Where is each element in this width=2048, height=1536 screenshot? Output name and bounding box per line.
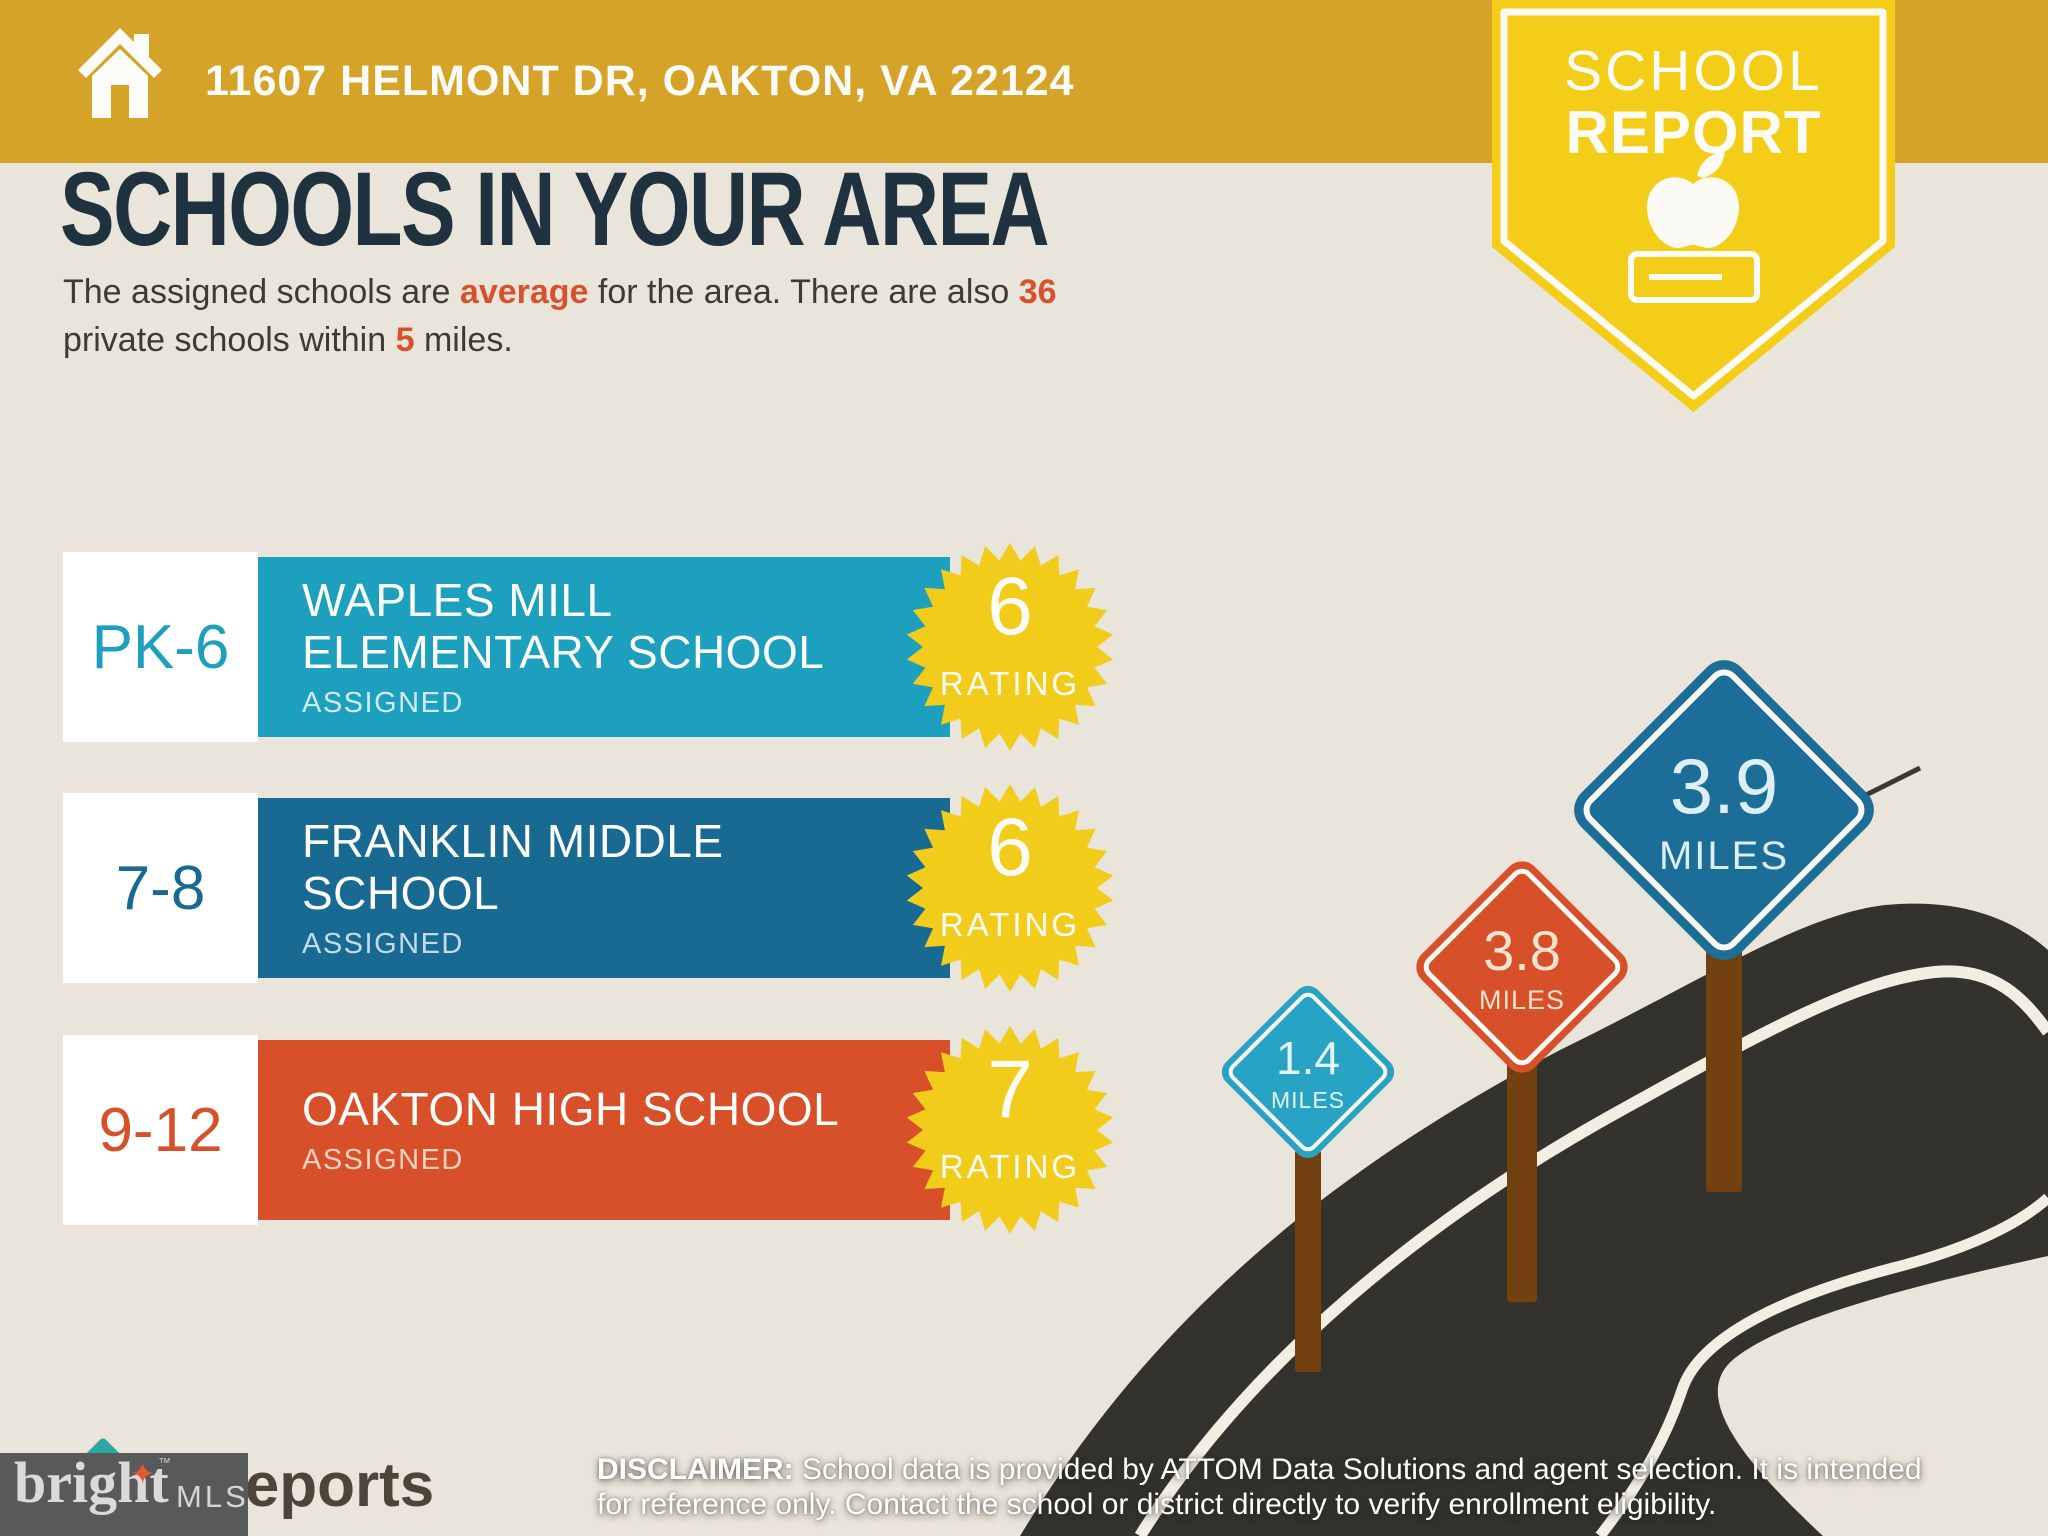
road-edge-line-right xyxy=(1595,1193,2048,1536)
bright-mls-logo: bright ✦ ™ MLS xyxy=(0,1450,249,1536)
ribbon-line1: SCHOOL xyxy=(1564,39,1823,103)
school-name-line1: FRANKLIN MIDDLE xyxy=(302,815,724,867)
school-report-ribbon: SCHOOL REPORT xyxy=(1492,0,1895,420)
intro-highlight-average: average xyxy=(459,273,589,311)
intro-line1: The assigned schools are average for the… xyxy=(63,273,1057,311)
house-icon xyxy=(78,28,162,118)
intro-text: The assigned schools are average for the… xyxy=(63,268,1057,364)
rating-value: 6 xyxy=(987,802,1033,893)
sign-post xyxy=(1706,950,1742,1192)
apple-on-book-icon xyxy=(1628,150,1760,303)
distance-value: 3.8 xyxy=(1483,919,1561,982)
rating-badge: 6 RATING xyxy=(895,532,1125,762)
school-name-bar: OAKTON HIGH SCHOOL ASSIGNED xyxy=(258,1040,950,1220)
rating-badge: 7 RATING xyxy=(895,1015,1125,1245)
rating-label: RATING xyxy=(939,1148,1081,1185)
assignment-status: ASSIGNED xyxy=(302,1144,464,1176)
school-name-line1: OAKTON HIGH SCHOOL xyxy=(302,1083,840,1135)
rating-label: RATING xyxy=(939,665,1081,702)
intro-radius-miles: 5 xyxy=(395,321,415,359)
grade-range-label: 7-8 xyxy=(63,793,258,983)
sign-post xyxy=(1295,1150,1321,1372)
distance-sign-label: 3.9 MILES xyxy=(1604,722,1844,898)
distance-sign-label: 3.8 MILES xyxy=(1432,902,1612,1032)
assignment-status: ASSIGNED xyxy=(302,928,464,960)
rating-label: RATING xyxy=(939,906,1081,943)
grade-range-label: 9-12 xyxy=(63,1035,258,1225)
school-name-line2: ELEMENTARY SCHOOL xyxy=(302,626,825,678)
distance-value: 3.9 xyxy=(1669,742,1779,830)
distance-value: 1.4 xyxy=(1276,1031,1340,1084)
distance-unit: MILES xyxy=(1658,834,1790,878)
school-name-line2: SCHOOL xyxy=(302,867,500,919)
intro-private-school-count: 36 xyxy=(1018,273,1057,311)
distance-unit: MILES xyxy=(1270,1086,1346,1113)
ribbon-line2: REPORT xyxy=(1565,99,1822,166)
disclaimer-text: DISCLAIMER: School data is provided by A… xyxy=(597,1452,1977,1522)
rating-value: 6 xyxy=(987,561,1033,652)
rating-value: 7 xyxy=(987,1044,1033,1135)
disclaimer-line1: DISCLAIMER: School data is provided by A… xyxy=(597,1453,1922,1486)
bright-wordmark: bright xyxy=(14,1450,169,1515)
distance-sign-label: 1.4 MILES xyxy=(1228,1012,1388,1132)
intro-line2: private schools within 5 miles. xyxy=(63,321,513,359)
school-name-bar: FRANKLIN MIDDLE SCHOOL ASSIGNED xyxy=(258,798,950,978)
page-title: SCHOOLS IN YOUR AREA xyxy=(60,151,1050,268)
rating-badge: 6 RATING xyxy=(895,773,1125,1003)
property-address: 11607 HELMONT DR, OAKTON, VA 22124 xyxy=(205,57,1075,105)
grade-range-label: PK-6 xyxy=(63,552,258,742)
mls-label: MLS xyxy=(176,1479,249,1514)
assignment-status: ASSIGNED xyxy=(302,687,464,719)
distance-unit: MILES xyxy=(1478,985,1566,1015)
bright-star-icon: ✦ xyxy=(130,1458,156,1491)
school-name-bar: WAPLES MILL ELEMENTARY SCHOOL ASSIGNED xyxy=(258,557,950,737)
trademark-symbol: ™ xyxy=(158,1455,171,1470)
school-name-line1: WAPLES MILL xyxy=(302,574,613,626)
sign-post xyxy=(1507,1062,1537,1302)
road-edge-line-left xyxy=(1134,965,2048,1536)
disclaimer-line2: for reference only. Contact the school o… xyxy=(597,1488,1717,1521)
